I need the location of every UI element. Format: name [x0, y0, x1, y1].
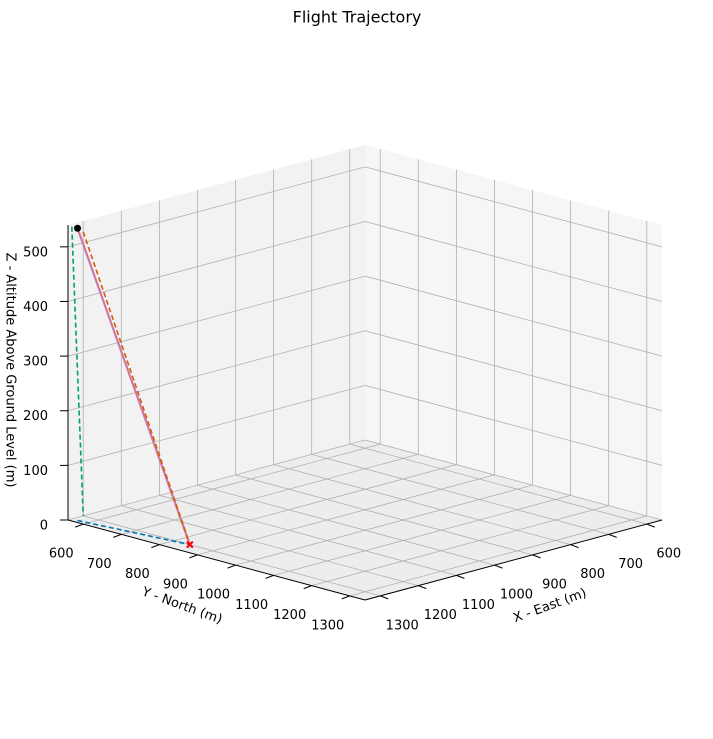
tick-mark	[227, 564, 236, 569]
end-marker	[186, 540, 194, 549]
grid-line	[311, 505, 609, 587]
x-tick-label: 1000	[500, 588, 533, 603]
grid-line	[364, 439, 663, 521]
trajectory-line	[82, 231, 191, 545]
grid-line	[83, 443, 381, 525]
y-tick-label: 1200	[273, 608, 306, 623]
grid-line	[364, 384, 663, 466]
y-tick-label: 1100	[235, 598, 268, 613]
tick-mark	[646, 523, 655, 528]
y-tick-label: 900	[163, 577, 188, 592]
tick-mark	[265, 574, 274, 579]
grid-line	[364, 330, 663, 412]
grid-line	[364, 275, 663, 357]
y-tick-label: 1300	[311, 618, 344, 633]
tick-mark	[189, 554, 198, 559]
y-tick-label: 1000	[197, 588, 230, 603]
grid-line	[67, 439, 366, 521]
tick-mark	[418, 585, 427, 590]
x-tick-label: 1100	[462, 598, 495, 613]
grid-line	[197, 474, 495, 556]
grid-line	[83, 515, 381, 597]
z-tick-label: 500	[23, 245, 48, 260]
x-tick-label: 900	[542, 577, 567, 592]
grid-line	[121, 453, 419, 535]
grid-line	[364, 166, 663, 248]
grid-line	[349, 443, 647, 525]
grid-line	[121, 505, 419, 587]
y-tick-label: 800	[125, 567, 150, 582]
grid-line	[273, 494, 571, 576]
grid-line	[364, 221, 663, 302]
x-axis-line	[364, 519, 663, 601]
x-tick-label: 700	[618, 557, 643, 572]
z-tick-label: 200	[23, 409, 48, 424]
tick-mark	[75, 523, 84, 528]
left-pane	[68, 145, 365, 520]
grid-line	[159, 464, 457, 546]
z-tick-label: 100	[23, 464, 48, 479]
grid-line	[235, 484, 533, 566]
grid-line	[67, 221, 366, 302]
tick-mark	[341, 595, 350, 600]
tick-mark	[608, 533, 617, 538]
tick-mark	[494, 564, 503, 569]
grid-line	[235, 474, 533, 556]
grid-line	[349, 515, 647, 597]
trajectory-line	[71, 226, 85, 516]
y-tick-label: 700	[87, 557, 112, 572]
x-tick-label: 1300	[386, 618, 419, 633]
z-tick-label: 0	[40, 519, 48, 534]
chart-title: Flight Trajectory	[293, 8, 422, 27]
start-marker	[74, 224, 82, 232]
tick-mark	[113, 533, 122, 538]
y-tick-label: 600	[49, 547, 74, 562]
tick-mark	[151, 544, 160, 549]
x-tick-label: 1200	[424, 608, 457, 623]
grid-line	[311, 453, 609, 535]
tick-mark	[456, 574, 465, 579]
x-tick-label: 800	[580, 567, 605, 582]
tick-mark	[380, 595, 389, 600]
y-axis-line	[67, 519, 366, 601]
x-tick-label: 600	[656, 547, 681, 562]
z-tick-label: 300	[23, 355, 48, 370]
grid-line	[67, 330, 366, 412]
right-pane	[365, 145, 662, 520]
z-tick-label: 400	[23, 300, 48, 315]
grid-line	[67, 166, 366, 248]
tick-mark	[532, 554, 541, 559]
tick-mark	[303, 585, 312, 590]
grid-line	[159, 494, 457, 576]
z-axis-label: Z - Altitude Above Ground Level (m)	[3, 253, 18, 488]
tick-mark	[570, 544, 579, 549]
trajectory-line	[77, 519, 191, 546]
grid-line	[273, 464, 571, 546]
grid-line	[197, 484, 495, 566]
grid-line	[67, 384, 366, 466]
